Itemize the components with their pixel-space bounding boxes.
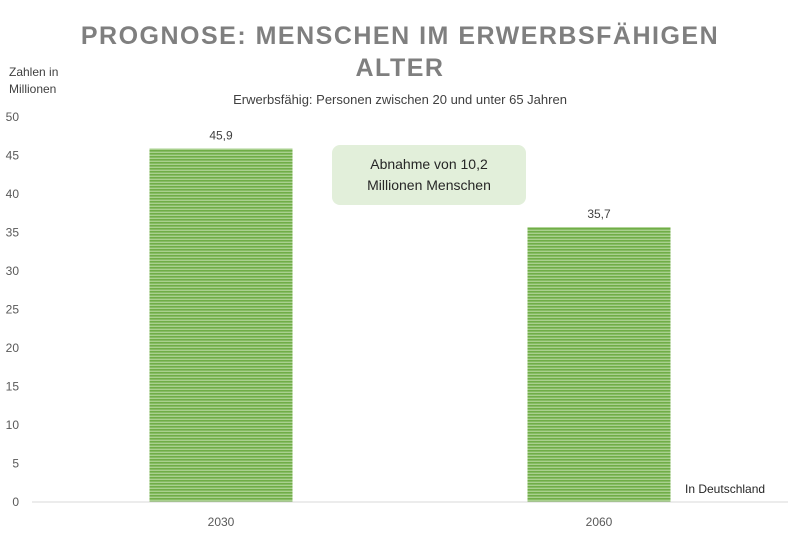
y-tick-label: 25 — [6, 303, 20, 317]
y-tick-label: 10 — [6, 418, 20, 432]
chart-title-line-2: ALTER — [355, 54, 445, 82]
y-tick-label: 0 — [12, 495, 19, 509]
y-tick-label: 35 — [6, 226, 20, 240]
chart-title: PROGNOSE: MENSCHEN IM ERWERBSFÄHIGEN ALT… — [0, 20, 800, 84]
y-tick-label: 5 — [12, 457, 19, 471]
y-tick-label: 20 — [6, 341, 20, 355]
bar-2060 — [527, 227, 671, 503]
region-note: In Deutschland — [685, 482, 766, 496]
bar-2030 — [149, 148, 293, 502]
y-tick-label: 50 — [6, 110, 20, 124]
y-tick-label: 40 — [6, 187, 20, 201]
y-axis-label-line-1: Zahlen in — [9, 65, 59, 79]
y-tick-label: 15 — [6, 380, 20, 394]
annotation-line-1: Abnahme von 10,2 — [370, 156, 488, 172]
x-tick-label: 2030 — [208, 515, 235, 529]
chart-subtitle: Erwerbsfähig: Personen zwischen 20 und u… — [233, 92, 567, 107]
x-axis-ticks: 2030 2060 — [208, 515, 613, 529]
y-axis-label: Zahlen in Millionen — [9, 64, 79, 98]
bar-value-label: 35,7 — [587, 207, 611, 221]
bar-value-label: 45,9 — [209, 129, 233, 143]
y-axis-ticks: 0 5 10 15 20 25 30 35 40 45 50 — [6, 110, 20, 509]
chart-title-line-1: PROGNOSE: MENSCHEN IM ERWERBSFÄHIGEN — [80, 22, 720, 50]
y-tick-label: 45 — [6, 149, 20, 163]
bar-value-labels: 45,9 35,7 — [209, 129, 611, 222]
x-tick-label: 2060 — [586, 515, 613, 529]
bars — [149, 148, 671, 503]
annotation-line-2: Millionen Menschen — [367, 177, 491, 193]
y-axis-label-line-2: Millionen — [9, 82, 57, 96]
y-tick-label: 30 — [6, 264, 20, 278]
annotation-callout: Abnahme von 10,2 Millionen Menschen — [332, 145, 526, 205]
